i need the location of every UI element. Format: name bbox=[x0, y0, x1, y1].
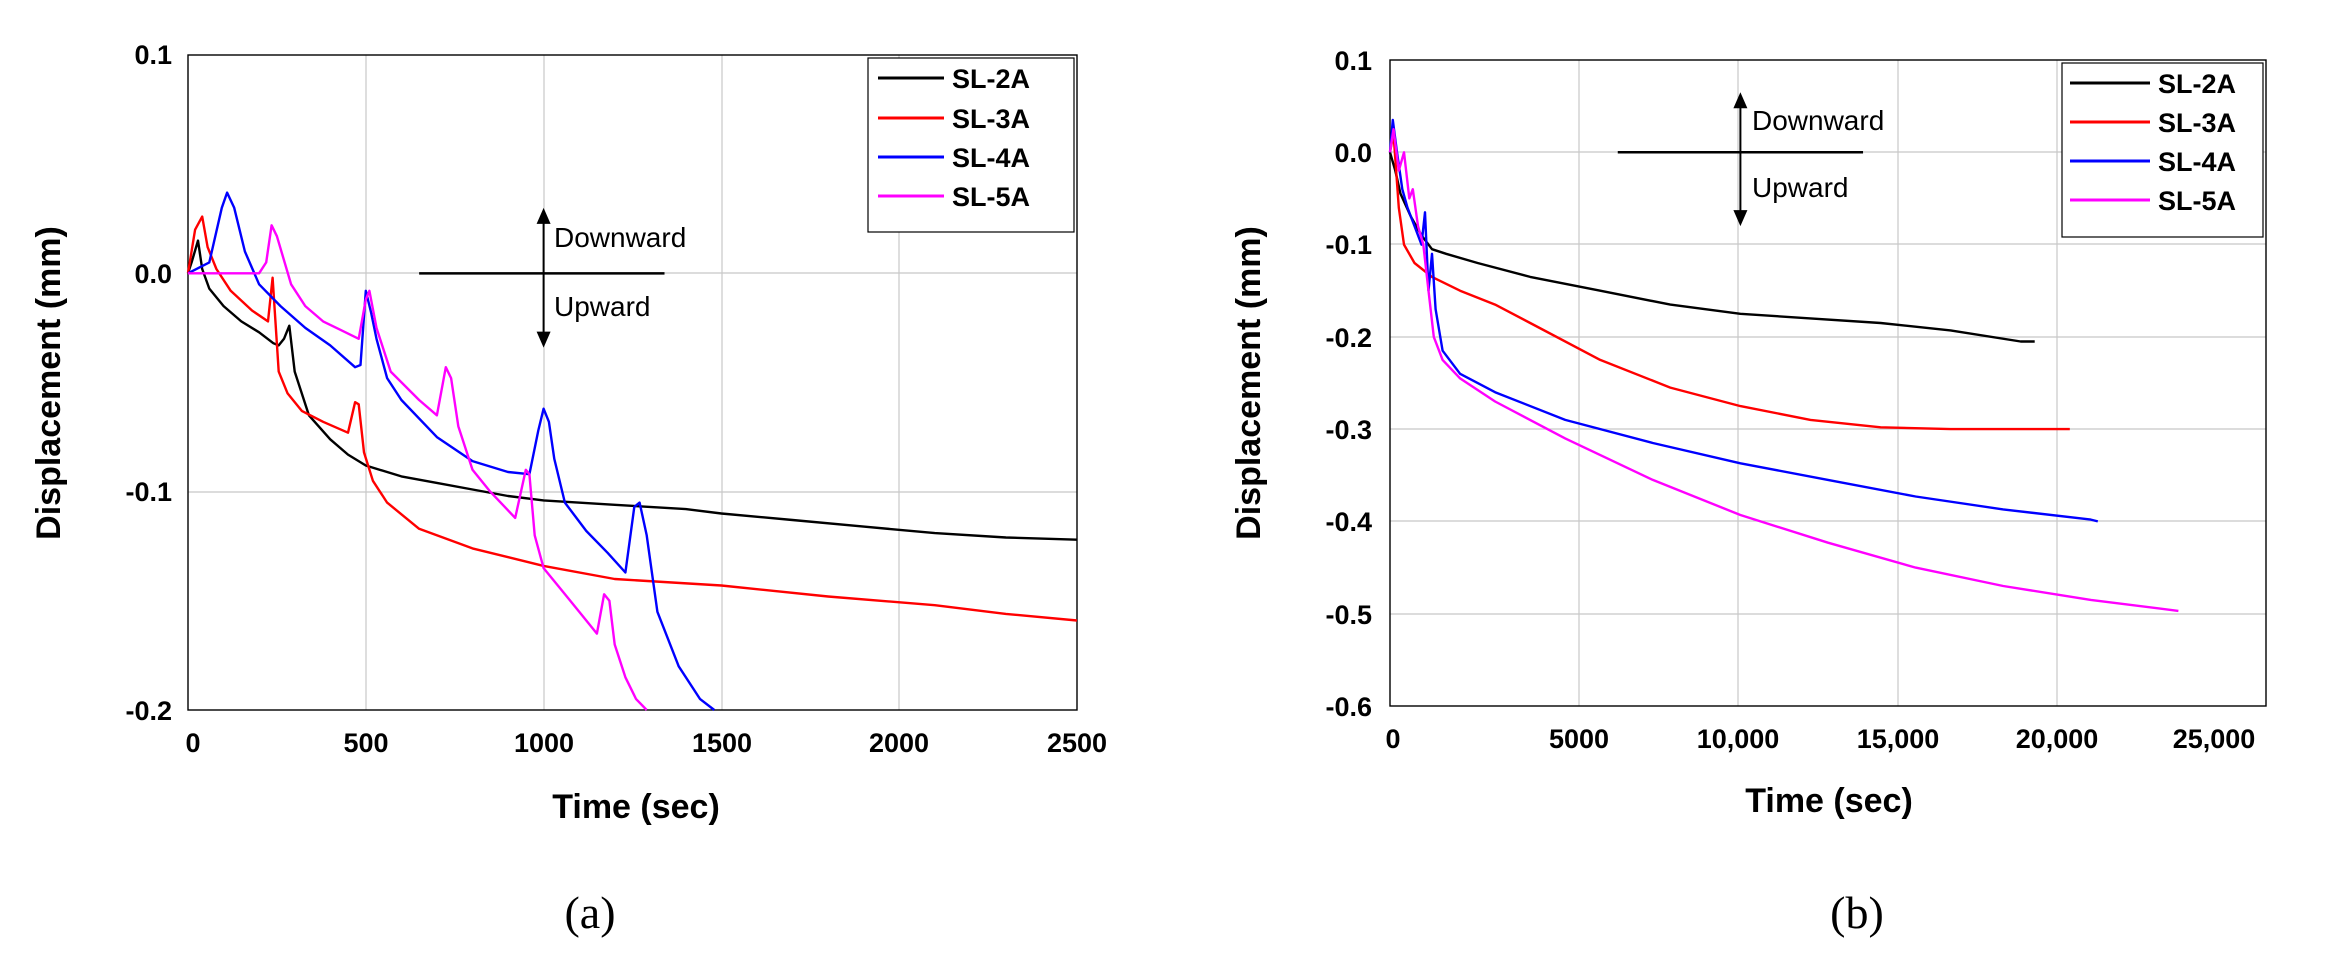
panel-b-ytick-label: -0.5 bbox=[1325, 600, 1372, 630]
panel-b-xtick-label: 15,000 bbox=[1857, 724, 1940, 754]
panel-b-y-axis-title: Displacement (mm) bbox=[1230, 226, 1268, 540]
panel-a-series-line-sl-4a bbox=[187, 191, 716, 711]
panel-a-ytick-label: 0.0 bbox=[134, 259, 172, 289]
panel-a-ytick-label: 0.1 bbox=[134, 40, 172, 70]
panel-b-series-group bbox=[1388, 118, 2179, 613]
panel-b-legend-label-sl-3a: SL-3A bbox=[2158, 108, 2236, 138]
panel-a-xtick-label: 500 bbox=[343, 728, 388, 758]
panel-a-x-axis-title: Time (sec) bbox=[552, 788, 720, 826]
panel-b-xtick-label: 5000 bbox=[1549, 724, 1609, 754]
panel-a-legend-label-sl-4a: SL-4A bbox=[952, 143, 1030, 173]
panel-b-legend: SL-2A SL-3A SL-4A SL-5A bbox=[2061, 62, 2264, 238]
panel-a-legend-label-sl-2a: SL-2A bbox=[952, 64, 1030, 94]
panel-b-ytick-label: 0.0 bbox=[1334, 138, 1372, 168]
panel-b-series-line-sl-4a bbox=[1388, 118, 2099, 523]
panel-a-series-line-sl-2a bbox=[186, 239, 1078, 541]
panel-b-xtick-label: 0 bbox=[1385, 724, 1400, 754]
panel-b-legend-label-sl-5a: SL-5A bbox=[2158, 186, 2236, 216]
panel-a-plot-frame bbox=[187, 54, 1078, 711]
panel-a-y-axis-title: Displacement (mm) bbox=[30, 226, 68, 540]
panel-b-ytick-label: 0.1 bbox=[1334, 46, 1372, 76]
panel-a-x-ticks: 0 500 1000 1500 2000 2500 bbox=[185, 728, 1107, 758]
panel-b-ytick-label: -0.6 bbox=[1325, 692, 1372, 722]
panel-b-ytick-label: -0.3 bbox=[1325, 415, 1372, 445]
panel-a-upward-label: Upward bbox=[554, 291, 650, 322]
panel-a-ytick-label: -0.2 bbox=[125, 696, 172, 726]
panel-b-ytick-label: -0.1 bbox=[1325, 230, 1372, 260]
panel-a-legend-label-sl-3a: SL-3A bbox=[952, 104, 1030, 134]
panel-a-annotation: Downward Upward bbox=[419, 207, 686, 348]
panel-a-series-group bbox=[186, 191, 1078, 711]
panel-b-label: (b) bbox=[1830, 887, 1884, 938]
panel-a-xtick-label: 1500 bbox=[692, 728, 752, 758]
panel-a-up-arrowhead-icon bbox=[536, 207, 551, 224]
panel-b-annotation: Downward Upward bbox=[1617, 92, 1884, 227]
panel-b-upward-label: Upward bbox=[1752, 172, 1848, 203]
panel-a-y-ticks: 0.1 0.0 -0.1 -0.2 bbox=[125, 40, 172, 726]
panel-b-series-line-sl-3a bbox=[1388, 132, 2070, 431]
panel-b-x-axis-title: Time (sec) bbox=[1745, 782, 1913, 820]
panel-b-up-arrowhead-icon bbox=[1733, 92, 1748, 109]
panel-b-legend-label-sl-2a: SL-2A bbox=[2158, 69, 2236, 99]
panel-a-series-line-sl-5a bbox=[188, 224, 648, 711]
panel-a-ytick-label: -0.1 bbox=[125, 477, 172, 507]
panel-b-plot-frame bbox=[1389, 59, 2267, 707]
panel-b-series-line-sl-2a bbox=[1388, 151, 2035, 343]
panel-a-xtick-label: 2000 bbox=[869, 728, 929, 758]
panel-a-legend-label-sl-5a: SL-5A bbox=[952, 182, 1030, 212]
panel-a-legend-box bbox=[867, 57, 1075, 233]
panel-b-down-arrowhead-icon bbox=[1733, 210, 1748, 227]
panel-b-ytick-label: -0.4 bbox=[1325, 507, 1372, 537]
panel-a-downward-label: Downward bbox=[554, 222, 686, 253]
panel-a-xtick-label: 0 bbox=[185, 728, 200, 758]
panel-b-xtick-label: 25,000 bbox=[2173, 724, 2256, 754]
panel-b-legend-box bbox=[2061, 62, 2264, 238]
panel-a-xtick-label: 2500 bbox=[1047, 728, 1107, 758]
chart-panel-b: 0.1 0.0 -0.1 -0.2 -0.3 -0.4 -0.5 -0.6 0 … bbox=[1230, 46, 2267, 938]
panel-b-xtick-label: 20,000 bbox=[2016, 724, 2099, 754]
panel-a-legend: SL-2A SL-3A SL-4A SL-5A bbox=[867, 57, 1075, 233]
panel-b-y-ticks: 0.1 0.0 -0.1 -0.2 -0.3 -0.4 -0.5 -0.6 bbox=[1325, 46, 1372, 722]
panel-b-series-line-sl-5a bbox=[1388, 127, 2179, 613]
panel-b-ytick-label: -0.2 bbox=[1325, 323, 1372, 353]
panel-b-downward-label: Downward bbox=[1752, 105, 1884, 136]
panel-b-xtick-label: 10,000 bbox=[1697, 724, 1780, 754]
panel-b-legend-label-sl-4a: SL-4A bbox=[2158, 147, 2236, 177]
panel-b-x-ticks: 0 5000 10,000 15,000 20,000 25,000 bbox=[1385, 724, 2255, 754]
chart-panel-a: 0.1 0.0 -0.1 -0.2 0 500 1000 1500 2000 2… bbox=[30, 40, 1107, 938]
panel-a-down-arrowhead-icon bbox=[536, 331, 551, 348]
panel-a-xtick-label: 1000 bbox=[514, 728, 574, 758]
panel-a-label: (a) bbox=[564, 887, 615, 938]
panel-a-series-line-sl-3a bbox=[186, 215, 1078, 622]
